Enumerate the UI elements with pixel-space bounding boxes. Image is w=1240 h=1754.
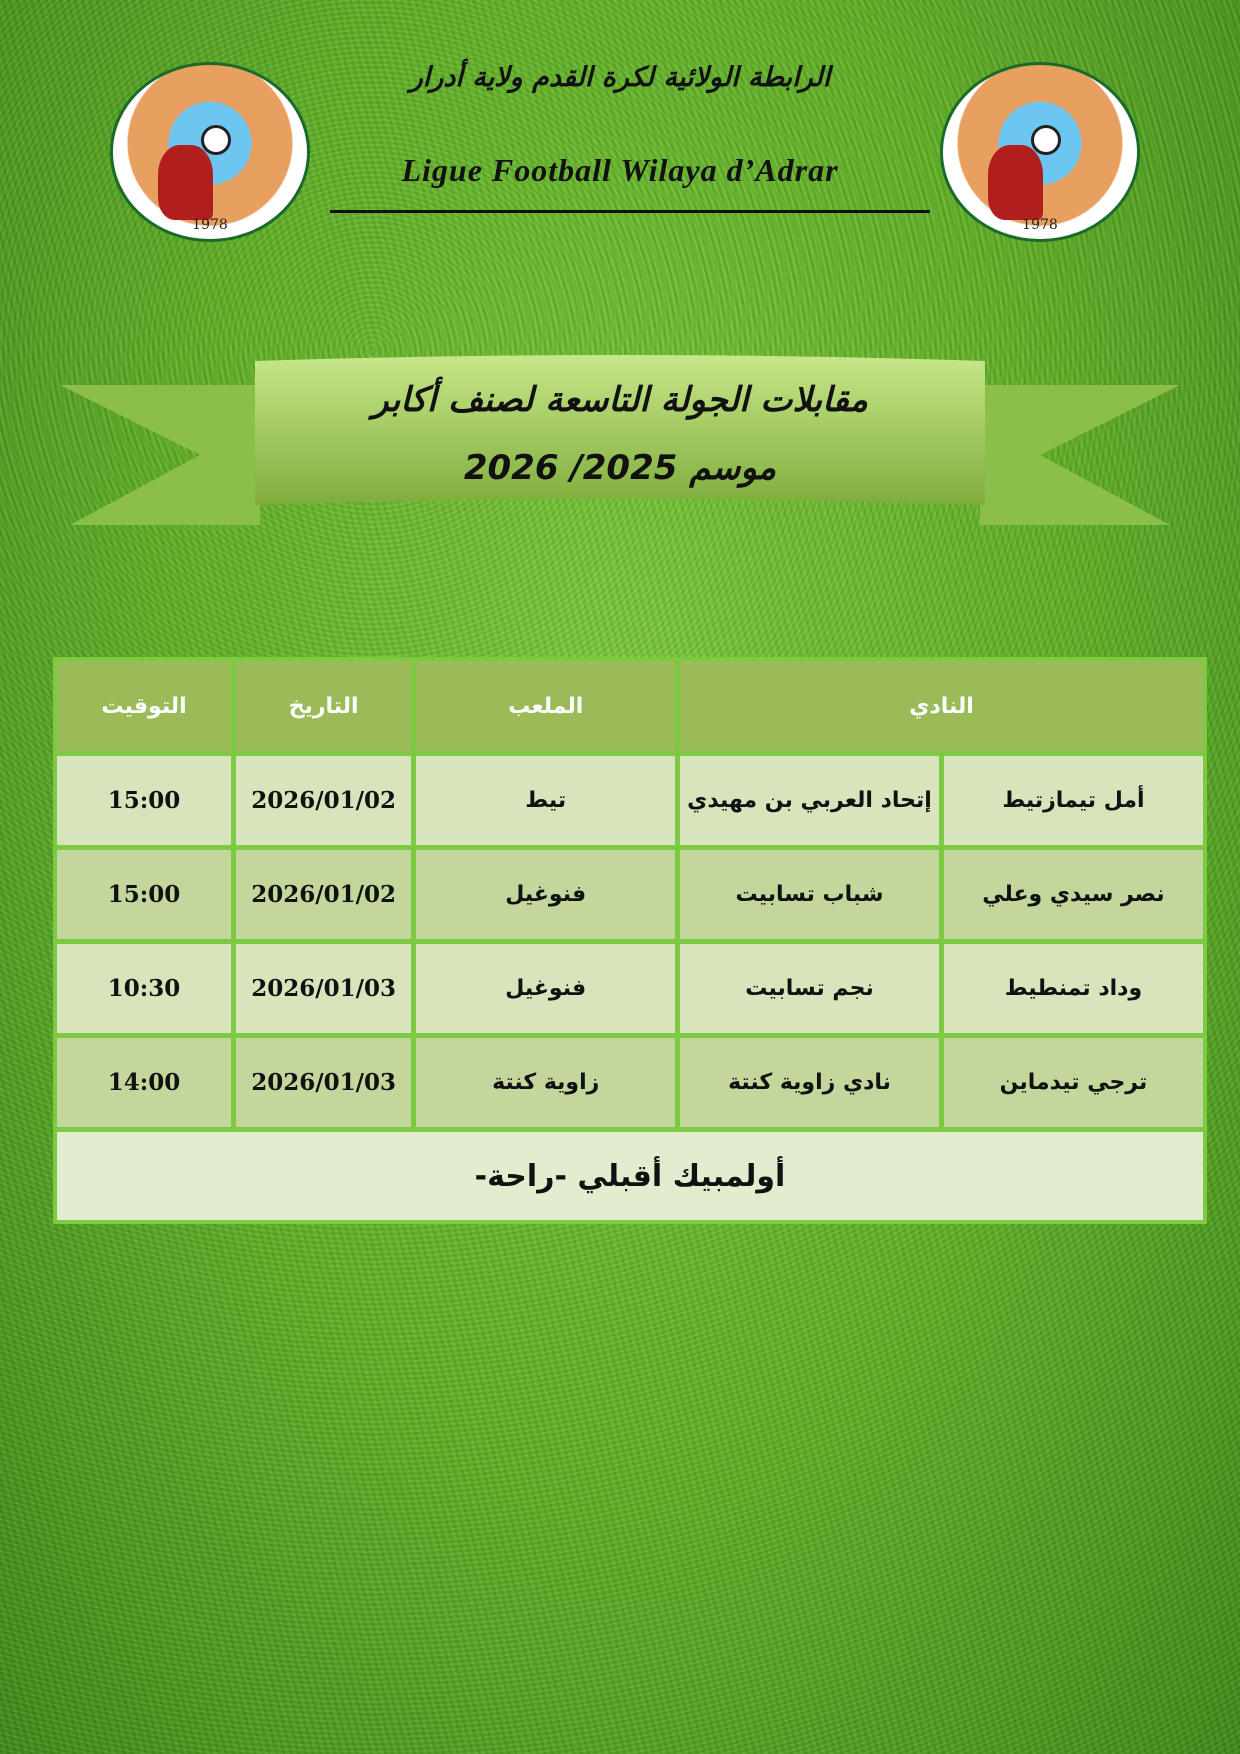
table-row: وداد تمنطيط نجم تسابيت فنوغيل 2026/01/03… bbox=[56, 943, 1204, 1034]
match-time: 14:00 bbox=[56, 1037, 232, 1128]
header-divider bbox=[330, 210, 930, 213]
league-title-french: Ligue Football Wilaya d’Adrar bbox=[401, 152, 839, 188]
header-stadium: الملعب bbox=[415, 660, 677, 752]
home-club: نصر سيدي وعلي bbox=[942, 849, 1204, 940]
match-date: 2026/01/03 bbox=[234, 1037, 413, 1128]
stadium: زاوية كنتة bbox=[415, 1037, 677, 1128]
league-title-arabic: الرابطة الولائية لكرة القدم ولاية أدرار bbox=[409, 62, 831, 93]
logo-year: 1978 bbox=[192, 217, 228, 233]
table-row: ترجي تيدماين نادي زاوية كنتة زاوية كنتة … bbox=[56, 1037, 1204, 1128]
away-club: إتحاد العربي بن مهيدي bbox=[679, 755, 940, 846]
header-date: التاريخ bbox=[234, 660, 413, 752]
header-time: التوقيت bbox=[56, 660, 232, 752]
fixtures-table: النادي الملعب التاريخ التوقيت أمل تيمازت… bbox=[53, 657, 1207, 1224]
stadium: فنوغيل bbox=[415, 943, 677, 1034]
rest-team: أولمبيك أقبلي -راحة- bbox=[56, 1131, 1204, 1221]
round-title: مقابلات الجولة التاسعة لصنف أكابر bbox=[372, 380, 868, 420]
football-icon bbox=[1031, 125, 1061, 155]
stadium: تيط bbox=[415, 755, 677, 846]
header-club: النادي bbox=[679, 660, 1204, 752]
league-logo-right: 1978 bbox=[940, 62, 1140, 242]
ribbon-right-tail bbox=[980, 385, 1180, 525]
season-label: موسم 2025/ 2026 bbox=[463, 448, 777, 488]
table-header-row: النادي الملعب التاريخ التوقيت bbox=[56, 660, 1204, 752]
table-row: أمل تيمازتيط إتحاد العربي بن مهيدي تيط 2… bbox=[56, 755, 1204, 846]
match-date: 2026/01/02 bbox=[234, 755, 413, 846]
logo-year: 1978 bbox=[1022, 217, 1058, 233]
league-logo-left: 1978 bbox=[110, 62, 310, 242]
match-date: 2026/01/02 bbox=[234, 849, 413, 940]
football-icon bbox=[201, 125, 231, 155]
away-club: نجم تسابيت bbox=[679, 943, 940, 1034]
ribbon-left-tail bbox=[60, 385, 260, 525]
player-figure bbox=[158, 145, 213, 220]
match-time: 15:00 bbox=[56, 849, 232, 940]
home-club: وداد تمنطيط bbox=[942, 943, 1204, 1034]
home-club: أمل تيمازتيط bbox=[942, 755, 1204, 846]
match-time: 10:30 bbox=[56, 943, 232, 1034]
rest-row: أولمبيك أقبلي -راحة- bbox=[56, 1131, 1204, 1221]
home-club: ترجي تيدماين bbox=[942, 1037, 1204, 1128]
title-ribbon bbox=[60, 355, 1180, 525]
match-date: 2026/01/03 bbox=[234, 943, 413, 1034]
player-figure bbox=[988, 145, 1043, 220]
stadium: فنوغيل bbox=[415, 849, 677, 940]
away-club: شباب تسابيت bbox=[679, 849, 940, 940]
match-time: 15:00 bbox=[56, 755, 232, 846]
table-row: نصر سيدي وعلي شباب تسابيت فنوغيل 2026/01… bbox=[56, 849, 1204, 940]
ribbon-body bbox=[255, 355, 985, 505]
away-club: نادي زاوية كنتة bbox=[679, 1037, 940, 1128]
